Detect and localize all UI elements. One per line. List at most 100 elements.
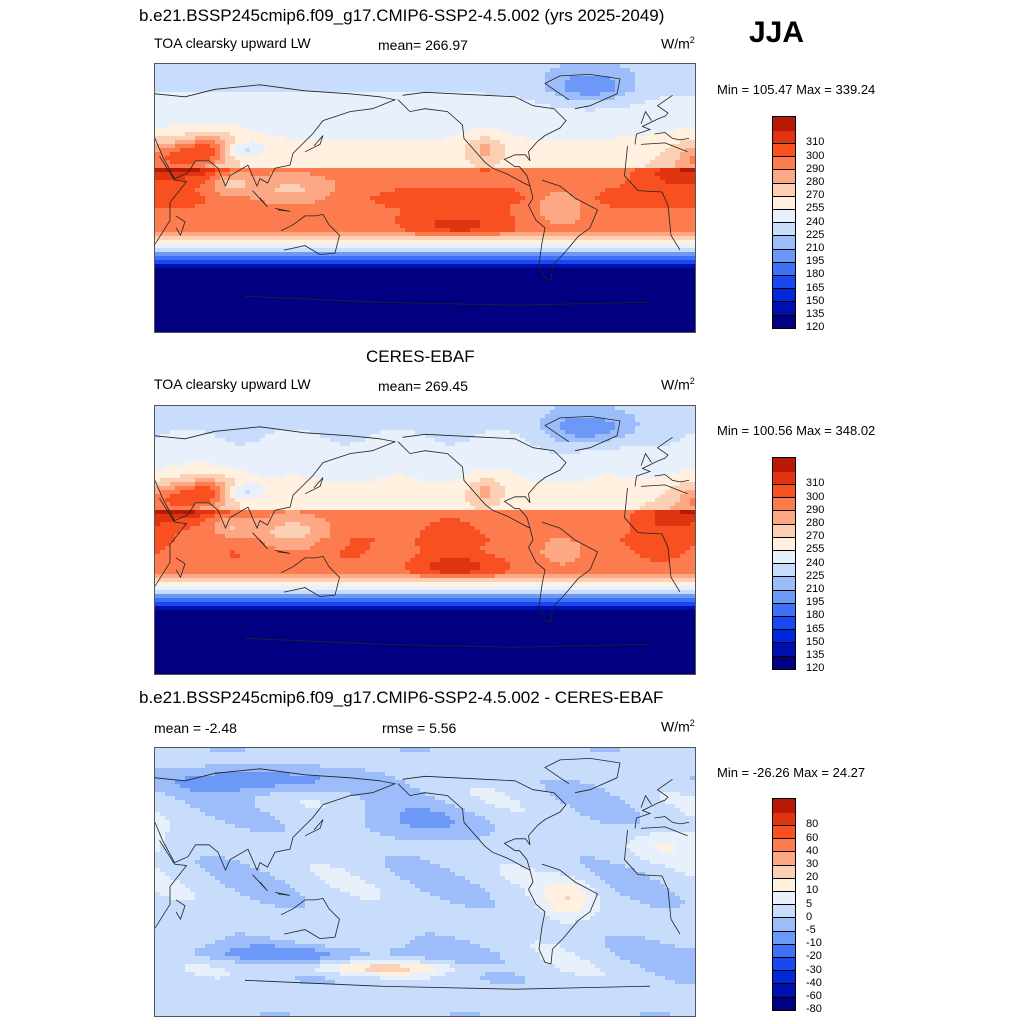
map-cell bbox=[470, 108, 476, 113]
map-cell bbox=[285, 232, 291, 237]
map-cell bbox=[595, 216, 601, 221]
map-cell bbox=[455, 156, 461, 161]
map-cell bbox=[160, 176, 166, 181]
map-cell bbox=[490, 104, 496, 109]
map-cell bbox=[380, 108, 386, 113]
map-cell bbox=[470, 128, 476, 133]
map-cell bbox=[265, 152, 271, 157]
map-cell bbox=[570, 80, 576, 85]
map-cell bbox=[595, 112, 601, 117]
map-cell bbox=[460, 212, 466, 217]
map-cell bbox=[650, 240, 656, 245]
map-cell bbox=[275, 236, 281, 241]
map-cell bbox=[340, 172, 346, 177]
map-cell bbox=[240, 232, 246, 237]
map-cell bbox=[415, 112, 421, 117]
map-cell bbox=[490, 160, 496, 165]
map-cell bbox=[650, 96, 656, 101]
map-cell bbox=[515, 112, 521, 117]
map-cell bbox=[205, 116, 211, 121]
map-cell bbox=[590, 180, 596, 185]
map-cell bbox=[570, 244, 576, 249]
map-cell bbox=[320, 172, 326, 177]
map-cell bbox=[650, 172, 656, 177]
map-cell bbox=[490, 144, 496, 149]
map-cell bbox=[160, 212, 166, 217]
map-cell bbox=[500, 212, 506, 217]
map-cell bbox=[655, 72, 661, 77]
map-cell bbox=[680, 80, 686, 85]
map-cell bbox=[560, 84, 566, 89]
map-cell bbox=[290, 172, 296, 177]
map-cell bbox=[325, 160, 331, 165]
map-cell bbox=[635, 108, 641, 113]
map-cell bbox=[275, 188, 281, 193]
map-cell bbox=[465, 84, 471, 89]
map-cell bbox=[580, 128, 586, 133]
map-cell bbox=[435, 80, 441, 85]
map-cell bbox=[585, 100, 591, 105]
map-cell bbox=[345, 124, 351, 129]
map-cell bbox=[690, 216, 695, 221]
map-cell bbox=[385, 128, 391, 133]
map-cell bbox=[380, 216, 386, 221]
map-cell bbox=[375, 216, 381, 221]
map-cell bbox=[620, 136, 626, 141]
map-cell bbox=[535, 148, 541, 153]
map-cell bbox=[190, 232, 196, 237]
map-cell bbox=[460, 184, 466, 189]
map-cell bbox=[635, 228, 641, 233]
map-cell bbox=[520, 132, 526, 137]
map-cell bbox=[180, 64, 186, 69]
map-cell bbox=[405, 184, 411, 189]
map-cell bbox=[390, 72, 396, 77]
map-cell bbox=[450, 104, 456, 109]
map-cell bbox=[210, 216, 216, 221]
map-cell bbox=[220, 248, 226, 253]
map-cell bbox=[370, 96, 376, 101]
map-cell bbox=[365, 220, 371, 225]
map-cell bbox=[370, 168, 376, 173]
map-cell bbox=[285, 88, 291, 93]
map-cell bbox=[530, 164, 536, 169]
map-cell bbox=[305, 108, 311, 113]
map-cell bbox=[170, 96, 176, 101]
map-cell bbox=[355, 244, 361, 249]
map-cell bbox=[445, 180, 451, 185]
map-cell bbox=[640, 204, 646, 209]
map-cell bbox=[450, 100, 456, 105]
map-cell bbox=[215, 64, 221, 69]
map-cell bbox=[265, 176, 271, 181]
map-cell bbox=[280, 168, 286, 173]
map-cell bbox=[420, 180, 426, 185]
map-cell bbox=[220, 136, 226, 141]
map-cell bbox=[300, 216, 306, 221]
map-cell bbox=[540, 96, 546, 101]
map-cell bbox=[515, 172, 521, 177]
map-cell bbox=[380, 172, 386, 177]
map-cell bbox=[410, 240, 416, 245]
map-cell bbox=[165, 80, 171, 85]
map-cell bbox=[160, 248, 166, 253]
map-cell bbox=[480, 96, 486, 101]
map-cell bbox=[365, 80, 371, 85]
map-cell bbox=[420, 116, 426, 121]
map-cell bbox=[520, 184, 526, 189]
map-cell bbox=[235, 148, 241, 153]
map-cell bbox=[165, 244, 171, 249]
map-cell bbox=[615, 180, 621, 185]
map-cell bbox=[560, 212, 566, 217]
map-cell bbox=[575, 196, 581, 201]
map-cell bbox=[650, 112, 656, 117]
map-cell bbox=[505, 120, 511, 125]
map-cell bbox=[360, 80, 366, 85]
map-cell bbox=[415, 104, 421, 109]
map-cell bbox=[230, 148, 236, 153]
map-cell bbox=[425, 112, 431, 117]
map-cell bbox=[595, 160, 601, 165]
map-cell bbox=[540, 84, 546, 89]
map-cell bbox=[465, 156, 471, 161]
map-cell bbox=[345, 188, 351, 193]
map-cell bbox=[435, 208, 441, 213]
map-cell bbox=[440, 136, 446, 141]
